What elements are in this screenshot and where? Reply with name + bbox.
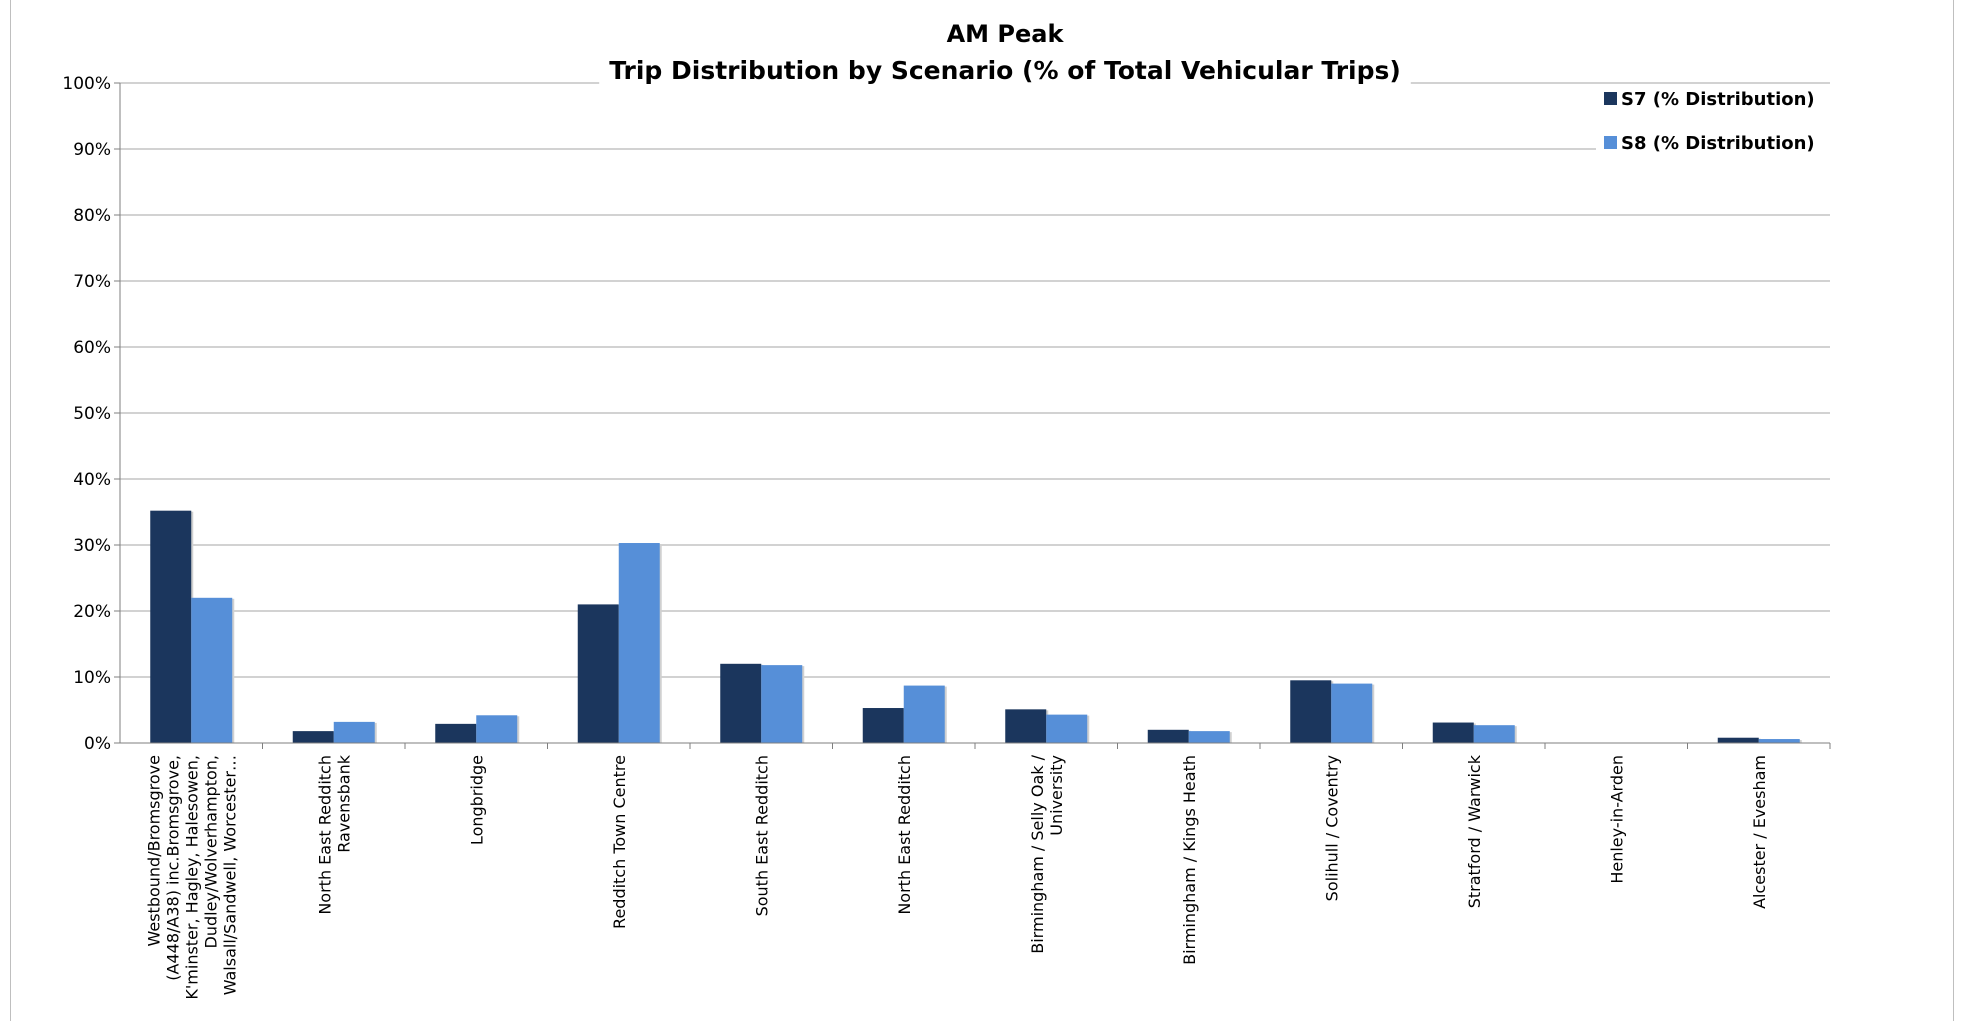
bar xyxy=(1331,683,1373,743)
bar xyxy=(292,731,334,743)
x-tick-label: South East Redditch xyxy=(752,755,771,916)
bar xyxy=(191,597,233,743)
x-tick-label: Stratford / Warwick xyxy=(1465,754,1484,908)
x-tick-label-line: Solihull / Coventry xyxy=(1322,755,1341,901)
x-tick-label: North East Redditch xyxy=(895,755,914,915)
bar xyxy=(618,543,660,743)
bar-chart: 0% 10% 20% 30% 40% 50% 60% 70% 80% 90% 100% Westbo… xyxy=(62,20,1836,1000)
x-tick-label-line: Henley-in-Arden xyxy=(1607,755,1626,884)
x-tick-label: Redditch Town Centre xyxy=(610,755,629,929)
x-tick-label-line: Westbound/Bromsgrove xyxy=(144,755,163,947)
x-tick-label-line: University xyxy=(1047,755,1066,836)
x-tick-label: Birmingham / Selly Oak / University xyxy=(1028,754,1066,953)
bar xyxy=(720,663,762,743)
x-tick-label-line: Longbridge xyxy=(467,755,486,845)
y-tick-label: 70% xyxy=(73,272,111,292)
bar xyxy=(1758,739,1800,743)
bar xyxy=(435,723,477,743)
legend-label: S8 (% Distribution) xyxy=(1621,133,1815,154)
x-tick-label: Westbound/Bromsgrove (A448/A38) inc.Broms… xyxy=(144,755,239,1000)
y-tick-label: 20% xyxy=(73,602,111,622)
x-tick-label: Henley-in-Arden xyxy=(1607,755,1626,884)
bar xyxy=(1147,729,1189,743)
y-tick-label: 10% xyxy=(73,668,111,688)
chart-subtitle-line: Trip Distribution by Scenario (% of Tota… xyxy=(609,56,1401,85)
bar xyxy=(903,685,945,743)
chart-title-line: AM Peak xyxy=(947,20,1065,48)
bar xyxy=(1717,737,1759,743)
x-axis: Westbound/Bromsgrove (A448/A38) inc.Broms… xyxy=(120,742,1831,1000)
x-tick-label-line: Walsall/Sandwell, Worcester… xyxy=(220,755,239,995)
bar xyxy=(1188,731,1230,743)
x-tick-label-line: Stratford / Warwick xyxy=(1465,754,1484,908)
legend-label: S7 (% Distribution) xyxy=(1621,89,1815,110)
x-tick-label: Longbridge xyxy=(467,755,486,845)
chart-frame: 0% 10% 20% 30% 40% 50% 60% 70% 80% 90% 100% Westbo… xyxy=(10,0,1954,1021)
chart-title: AM Peak Trip Distribution by Scenario (% … xyxy=(599,20,1411,87)
bar xyxy=(761,665,803,743)
x-tick-label-line: (A448/A38) inc.Bromsgrove, xyxy=(163,755,182,981)
y-tick-label: 30% xyxy=(73,536,111,556)
legend-swatch xyxy=(1604,136,1617,149)
y-tick-label: 60% xyxy=(73,338,111,358)
bar xyxy=(1046,714,1088,743)
x-tick-label: Solihull / Coventry xyxy=(1322,755,1341,901)
bar xyxy=(1432,722,1474,743)
bar xyxy=(862,708,904,743)
bar xyxy=(1005,709,1047,743)
y-tick-label: 50% xyxy=(73,404,111,424)
x-tick-label: Alcester / Evesham xyxy=(1750,755,1769,909)
bars xyxy=(150,510,1802,743)
y-axis: 0% 10% 20% 30% 40% 50% 60% 70% 80% 90% 100% xyxy=(62,74,121,754)
title-background xyxy=(599,54,1411,87)
x-tick-label-line: Redditch Town Centre xyxy=(610,755,629,929)
legend: S7 (% Distribution) S8 (% Distribution) xyxy=(1596,84,1836,168)
x-tick-label: North East Redditch Ravensbank xyxy=(315,754,353,914)
gridlines xyxy=(120,82,1830,744)
x-tick-label-line: North East Redditch xyxy=(895,755,914,915)
bar xyxy=(476,715,518,743)
x-tick-label-line: Ravensbank xyxy=(334,754,353,852)
legend-swatch xyxy=(1604,92,1617,105)
x-tick-label-line: South East Redditch xyxy=(752,755,771,916)
y-tick-label: 90% xyxy=(73,140,111,160)
bar xyxy=(577,604,619,743)
y-tick-label: 80% xyxy=(73,206,111,226)
bar xyxy=(1290,680,1332,743)
x-tick-label: Birmingham / Kings Heath xyxy=(1180,755,1199,965)
y-tick-label: 40% xyxy=(73,470,111,490)
x-tick-label-line: Alcester / Evesham xyxy=(1750,755,1769,909)
y-tick-label: 0% xyxy=(84,734,111,754)
x-tick-label-line: Birmingham / Kings Heath xyxy=(1180,755,1199,965)
x-tick-label-line: North East Redditch xyxy=(315,755,334,915)
bar xyxy=(1473,725,1515,743)
x-tick-label-line: Dudley/Wolverhampton, xyxy=(201,755,220,948)
bar xyxy=(150,510,192,743)
x-tick-label-line: K'minster, Hagley, Halesowen, xyxy=(182,755,201,1000)
x-tick-label-line: Birmingham / Selly Oak / xyxy=(1028,754,1047,953)
legend-background xyxy=(1596,84,1836,168)
y-tick-label: 100% xyxy=(62,74,111,94)
bar xyxy=(333,721,375,743)
